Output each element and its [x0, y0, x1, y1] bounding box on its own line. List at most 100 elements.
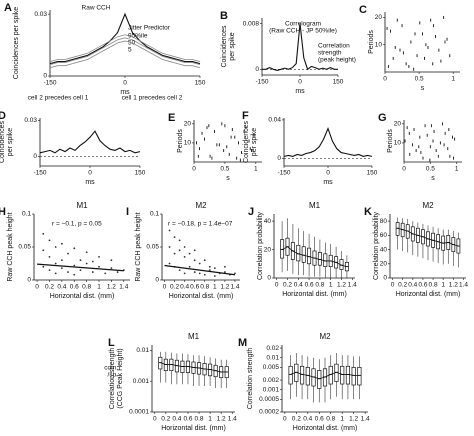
x-tick-label: 0	[123, 80, 127, 87]
y-axis-label: Periods	[368, 30, 375, 54]
x-tick-label: -150	[255, 79, 268, 86]
x-tick-label: 150	[367, 170, 378, 177]
y-tick-label: 20	[375, 14, 383, 21]
x-tick-label: 0	[326, 170, 330, 177]
x-tick-label: 1	[340, 416, 344, 423]
point	[60, 242, 63, 245]
panel-label: E	[168, 112, 175, 124]
point	[54, 246, 57, 248]
x-tick-label: 0.2	[398, 282, 407, 289]
x-tick-label: 1.4	[228, 416, 237, 423]
point	[48, 269, 51, 271]
x-tick-label: 0	[163, 284, 167, 291]
x-axis-label: Horizontal dist. (mm)	[50, 293, 115, 300]
point	[48, 256, 51, 258]
y-tick-label: 0	[27, 277, 31, 284]
cch-line	[39, 130, 141, 154]
panel-title: M2	[319, 332, 331, 341]
point	[79, 269, 82, 271]
y-tick-label: 0	[43, 73, 47, 80]
x-tick-label: 0.6	[70, 284, 79, 291]
y-tick-label: 40	[264, 218, 272, 225]
point	[110, 267, 113, 270]
y-tick-label: 0.03	[24, 117, 37, 124]
x-tick-label: 0.4	[172, 416, 181, 423]
annotation: cell 1 precedes cell 2	[122, 95, 183, 102]
y-axis-label: Correlation probability	[373, 211, 380, 280]
y-tick-label: 20	[394, 121, 402, 128]
y-tick-label: 0.008	[243, 20, 260, 27]
x-tick-label: 0	[88, 170, 92, 177]
x-tick-label: 0.8	[200, 284, 209, 291]
series-label: Raw CCH	[82, 5, 111, 12]
x-tick-label: 0.6	[418, 282, 427, 289]
point	[183, 246, 186, 248]
x-tick-label: 1	[455, 166, 459, 173]
y-tick-label: 80	[380, 218, 388, 225]
x-tick-label: 1.2	[217, 416, 226, 423]
median-trend	[397, 227, 459, 247]
y-tick-label: 0.1	[22, 211, 31, 218]
x-tick-label: 0.8	[429, 282, 438, 289]
x-tick-label: -150	[33, 170, 46, 177]
box	[163, 358, 168, 372]
y-tick-label: 20	[264, 246, 272, 253]
y-tick-label: 10	[394, 140, 402, 147]
box	[357, 366, 362, 386]
box	[288, 365, 293, 385]
cch-line	[49, 12, 201, 65]
x-tick-label: 1	[441, 282, 445, 289]
x-tick-label: 1.2	[337, 282, 346, 289]
y-tick-label: 0.05	[146, 244, 159, 251]
y-tick-label: 0	[267, 275, 271, 282]
point	[85, 251, 88, 254]
point	[42, 232, 45, 235]
x-tick-label: 0	[192, 166, 196, 173]
y-axis-label: Periods	[387, 129, 394, 153]
point	[198, 262, 201, 265]
x-tick-label: 0	[391, 282, 395, 289]
x-tick-label: 1	[254, 166, 258, 173]
point	[208, 269, 211, 271]
point	[110, 259, 113, 262]
annotation: (peak height)	[318, 57, 356, 64]
cch-line	[49, 37, 201, 66]
y-tick-label: 20	[380, 260, 388, 267]
y-tick-label: 0.0002	[259, 409, 279, 416]
point	[67, 271, 69, 273]
y-axis-label: per spike	[7, 128, 14, 157]
panel-label: B	[220, 10, 228, 22]
x-tick-label: 0	[283, 416, 287, 423]
panel-label: C	[359, 4, 367, 16]
y-axis-label: Correlation strength	[109, 348, 116, 410]
x-tick-label: 150	[333, 79, 344, 86]
point	[73, 247, 76, 250]
point	[183, 256, 186, 258]
x-axis-label: ms	[323, 179, 333, 186]
x-tick-label: 0.6	[315, 416, 324, 423]
y-tick-label: 0.03	[34, 11, 47, 18]
x-tick-label: 1.2	[349, 416, 358, 423]
point	[224, 271, 226, 273]
point	[213, 275, 216, 277]
series-label: 5	[128, 47, 132, 54]
x-axis-label: Horizontal dist. (mm)	[396, 291, 461, 298]
annotation: Jitter Predictor	[128, 25, 171, 32]
annotation: r = −0.18, p = 1.4e−07	[168, 221, 233, 228]
point	[73, 273, 76, 276]
point	[104, 272, 107, 275]
y-tick-label: 0	[255, 66, 259, 73]
y-tick-label: 60	[380, 232, 388, 239]
x-axis-label: s	[226, 175, 230, 182]
fit-line	[164, 264, 236, 276]
x-tick-label: 1.4	[119, 284, 128, 291]
x-axis-label: ms	[295, 88, 305, 95]
y-axis-label: (CCG Peak Height)	[117, 348, 124, 408]
y-axis-label: Raw CCH peak height	[7, 212, 14, 281]
x-tick-label: 1.4	[361, 416, 370, 423]
x-tick-label: 0.2	[283, 282, 292, 289]
point	[168, 246, 171, 248]
panel-title: M1	[188, 332, 200, 341]
panel-label: H	[0, 206, 6, 218]
